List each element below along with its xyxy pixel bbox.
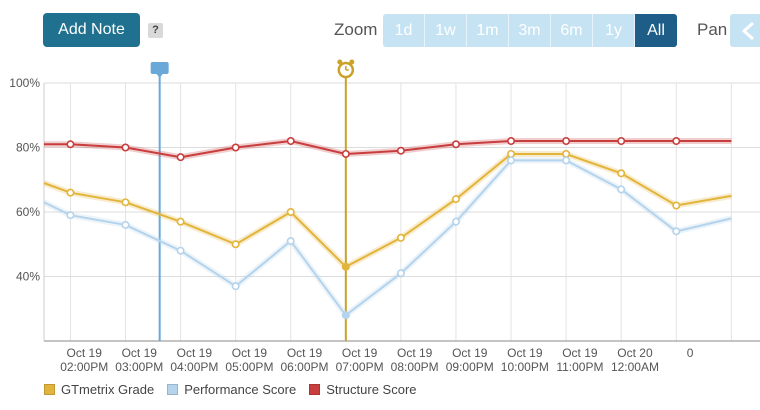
legend-item-gtmetrix-grade[interactable]: GTmetrix Grade	[44, 382, 154, 397]
x-tick-label: Oct 19	[67, 346, 103, 360]
chart-legend: GTmetrix Grade Performance Score Structu…	[44, 382, 430, 397]
x-tick-label: 03:00PM	[115, 360, 163, 374]
data-point-structure-score	[286, 137, 295, 146]
x-tick-label: Oct 20	[617, 346, 653, 360]
x-tick-label: Oct 19	[562, 346, 598, 360]
y-tick-label: 60%	[16, 205, 40, 219]
series-shadow-performance-score	[44, 157, 733, 320]
x-tick-label: 02:00PM	[60, 360, 108, 374]
x-tick-label: Oct 19	[287, 346, 323, 360]
x-tick-label: 12:00AM	[611, 360, 659, 374]
highlighted-data-point	[342, 263, 350, 271]
data-point-structure-score	[396, 146, 405, 155]
data-point-gtmetrix-grade	[396, 233, 405, 242]
series-line-performance-score	[44, 159, 732, 317]
data-point-performance-score	[176, 246, 185, 255]
zoom-button-group: 1d 1w 1m 3m 6m 1y All	[383, 14, 677, 47]
data-point-structure-score	[176, 153, 185, 162]
series-line-structure-score	[44, 139, 732, 159]
y-tick-label: 80%	[16, 141, 40, 155]
x-tick-label: 10:00PM	[501, 360, 549, 374]
data-point-structure-score	[507, 137, 516, 146]
data-point-gtmetrix-grade	[617, 169, 626, 178]
data-point-gtmetrix-grade	[66, 188, 75, 197]
data-point-structure-score	[121, 143, 130, 152]
x-tick-label: Oct 19	[507, 346, 543, 360]
zoom-6m-button[interactable]: 6m	[551, 14, 593, 47]
legend-swatch	[309, 384, 321, 395]
data-point-gtmetrix-grade	[562, 149, 571, 158]
legend-label: GTmetrix Grade	[61, 382, 155, 397]
x-tick-label: Oct 19	[397, 346, 433, 360]
data-point-performance-score	[507, 156, 516, 165]
x-tick-label: Oct 19	[342, 346, 378, 360]
legend-swatch	[167, 384, 179, 395]
x-tick-label: 04:00PM	[170, 360, 218, 374]
legend-label: Performance Score	[184, 382, 297, 397]
x-tick-label: 0	[687, 346, 694, 360]
x-tick-label: 05:00PM	[225, 360, 273, 374]
x-tick-label: 09:00PM	[446, 360, 494, 374]
zoom-3m-button[interactable]: 3m	[509, 14, 551, 47]
add-note-button[interactable]: Add Note	[43, 13, 140, 47]
x-tick-label: Oct 19	[122, 346, 158, 360]
data-point-structure-score	[231, 143, 240, 152]
data-point-gtmetrix-grade	[231, 240, 240, 249]
data-point-gtmetrix-grade	[507, 149, 516, 158]
data-point-performance-score	[231, 282, 240, 291]
zoom-all-button[interactable]: All	[635, 14, 677, 47]
data-point-performance-score	[396, 269, 405, 278]
series-shadow-structure-score	[44, 137, 732, 161]
alarm-clock-bell-right	[349, 59, 355, 65]
data-point-structure-score	[672, 137, 681, 146]
data-point-gtmetrix-grade	[286, 208, 295, 217]
legend-item-performance-score[interactable]: Performance Score	[167, 382, 296, 397]
data-point-performance-score	[562, 156, 571, 165]
legend-item-structure-score[interactable]: Structure Score	[309, 382, 417, 397]
legend-label: Structure Score	[326, 382, 417, 397]
pan-label: Pan	[697, 20, 728, 39]
x-tick-label: Oct 19	[177, 346, 213, 360]
data-point-structure-score	[617, 137, 626, 146]
x-tick-label: 07:00PM	[336, 360, 384, 374]
chevron-left-icon	[741, 21, 754, 41]
legend-swatch	[44, 384, 55, 395]
data-point-performance-score	[672, 227, 681, 236]
alarm-clock-bell-left	[337, 59, 343, 65]
speech-bubble-tail	[156, 74, 163, 78]
x-tick-label: 06:00PM	[280, 360, 328, 374]
data-point-performance-score	[66, 211, 75, 220]
zoom-1d-button[interactable]: 1d	[383, 14, 425, 47]
x-tick-label: Oct 19	[232, 346, 268, 360]
data-point-gtmetrix-grade	[672, 201, 681, 210]
series-line-gtmetrix-grade	[44, 153, 732, 269]
speech-bubble-icon	[150, 62, 169, 78]
data-point-structure-score	[562, 137, 571, 146]
data-point-gtmetrix-grade	[176, 217, 185, 226]
data-point-gtmetrix-grade	[451, 195, 460, 204]
y-tick-label: 40%	[16, 270, 40, 284]
data-point-gtmetrix-grade	[121, 198, 130, 207]
data-point-structure-score	[341, 149, 350, 158]
data-point-structure-score	[66, 140, 75, 149]
data-point-performance-score	[617, 185, 626, 194]
zoom-1w-button[interactable]: 1w	[425, 14, 467, 47]
zoom-label: Zoom	[334, 20, 378, 39]
speech-bubble-body	[150, 62, 169, 74]
x-tick-label: Oct 19	[452, 346, 488, 360]
zoom-1y-button[interactable]: 1y	[593, 14, 635, 47]
data-point-performance-score	[451, 217, 460, 226]
data-point-structure-score	[451, 140, 460, 149]
help-icon[interactable]: ?	[148, 23, 163, 38]
y-tick-label: 100%	[9, 76, 40, 90]
data-point-performance-score	[121, 220, 130, 229]
highlighted-data-point	[342, 311, 350, 319]
pan-left-button[interactable]	[730, 14, 760, 47]
data-point-performance-score	[286, 237, 295, 246]
zoom-1m-button[interactable]: 1m	[467, 14, 509, 47]
alarm-clock-icon	[337, 59, 355, 79]
x-tick-label: 11:00PM	[556, 360, 603, 374]
x-tick-label: 08:00PM	[391, 360, 439, 374]
